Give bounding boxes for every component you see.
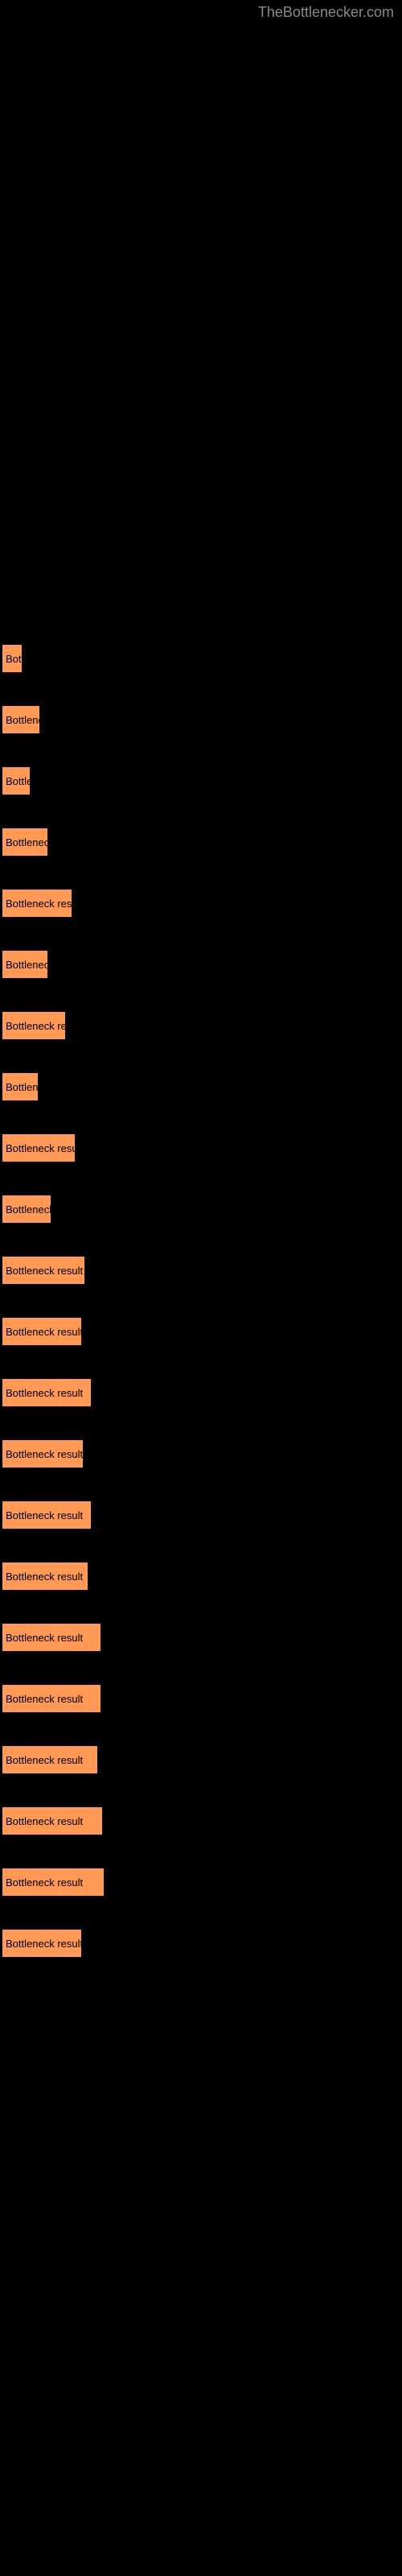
bar-row: Bottleneck result (2, 1684, 402, 1713)
bar: Bottleneck result (2, 1806, 103, 1835)
bar: Bottleneck result (2, 1317, 82, 1346)
bar: Bottleneck result (2, 1256, 85, 1285)
bar: Bottleneck result (2, 1195, 51, 1224)
bar-row: Bottleneck result (2, 950, 402, 979)
bar: Bottleneck result (2, 766, 31, 795)
bar-row: Bottleneck result (2, 1133, 402, 1162)
bar-row: Bottleneck result (2, 889, 402, 918)
bar-row: Bottleneck result (2, 1195, 402, 1224)
bar-row: Bottleneck result (2, 1011, 402, 1040)
bar-row: Bottleneck result (2, 1256, 402, 1285)
watermark-text: TheBottlenecker.com (258, 4, 394, 21)
bar-row: Bottleneck result (2, 705, 402, 734)
bar-row: Bottleneck result (2, 1562, 402, 1591)
bar: Bottleneck result (2, 1439, 84, 1468)
chart-container: Bottleneck result Bottleneck result Bott… (0, 0, 402, 2038)
bar-row: Bottleneck result (2, 1378, 402, 1407)
bar: Bottleneck result (2, 644, 23, 673)
bar: Bottleneck result (2, 1623, 101, 1652)
bar-row: Bottleneck result (2, 644, 402, 673)
bar-row: Bottleneck result (2, 828, 402, 857)
bar-row: Bottleneck result (2, 766, 402, 795)
bar: Bottleneck result (2, 1929, 82, 1958)
bar: Bottleneck result (2, 828, 48, 857)
bar: Bottleneck result (2, 950, 48, 979)
bar: Bottleneck result (2, 1378, 92, 1407)
bar: Bottleneck result (2, 1562, 88, 1591)
bar-row: Bottleneck result (2, 1868, 402, 1897)
bar-row: Bottleneck result (2, 1745, 402, 1774)
bar-row: Bottleneck result (2, 1439, 402, 1468)
bar-row: Bottleneck result (2, 1501, 402, 1530)
bar-row: Bottleneck result (2, 1623, 402, 1652)
bar-row: Bottleneck result (2, 1929, 402, 1958)
bar: Bottleneck result (2, 1745, 98, 1774)
bar: Bottleneck result (2, 889, 72, 918)
bar: Bottleneck result (2, 705, 40, 734)
bar: Bottleneck result (2, 1133, 76, 1162)
bar: Bottleneck result (2, 1011, 66, 1040)
bar: Bottleneck result (2, 1868, 105, 1897)
bar-row: Bottleneck result (2, 1317, 402, 1346)
bar: Bottleneck result (2, 1684, 101, 1713)
bar-row: Bottleneck result (2, 1072, 402, 1101)
bar: Bottleneck result (2, 1072, 39, 1101)
bar-row: Bottleneck result (2, 1806, 402, 1835)
bar: Bottleneck result (2, 1501, 92, 1530)
